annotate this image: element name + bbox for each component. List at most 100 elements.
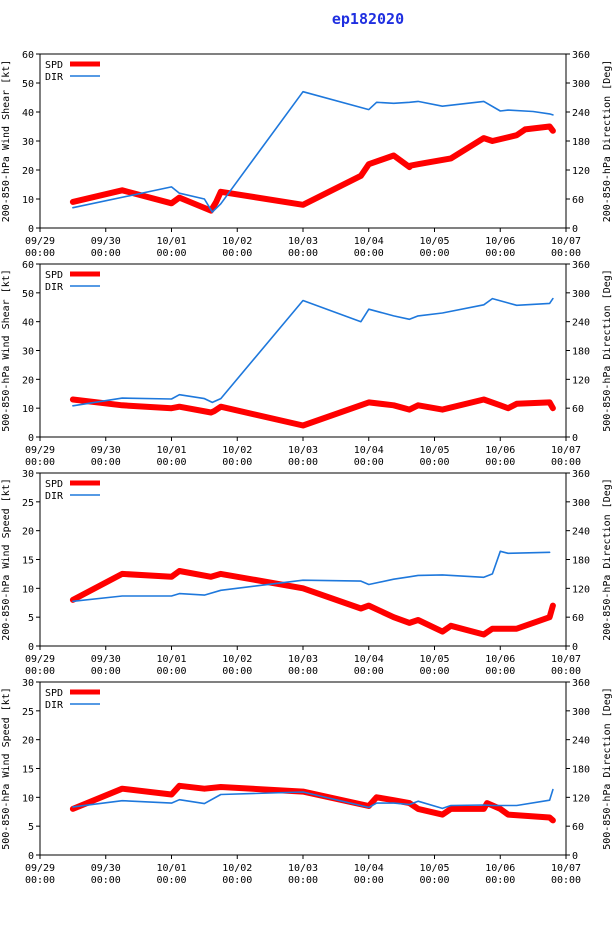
x-tick-date: 10/07 [551,236,581,247]
x-tick-date: 09/29 [25,863,55,874]
dir-series-line [72,90,554,213]
right-tick-label: 60 [572,822,584,833]
x-tick-time: 00:00 [551,875,581,886]
left-tick-label: 60 [22,260,34,271]
spd-series-line [69,782,556,824]
left-tick-label: 0 [28,642,34,653]
x-tick-time: 00:00 [419,875,449,886]
x-tick-date: 09/29 [25,236,55,247]
left-tick-label: 20 [22,166,34,177]
x-tick-time: 00:00 [222,666,252,677]
x-tick-time: 00:00 [91,666,121,677]
x-tick-time: 00:00 [222,248,252,259]
right-tick-label: 0 [572,433,578,444]
chart-panels: 010203040506006012018024030036009/2900:0… [1,50,613,886]
x-tick-time: 00:00 [419,666,449,677]
x-tick-time: 00:00 [288,666,318,677]
left-tick-label: 25 [22,498,34,509]
x-tick-time: 00:00 [91,248,121,259]
left-tick-label: 30 [22,347,34,358]
x-tick-date: 10/01 [156,236,186,247]
right-tick-label: 240 [572,108,590,119]
left-tick-label: 30 [22,469,34,480]
legend-label-spd: SPD [45,270,63,281]
left-tick-label: 30 [22,678,34,689]
x-tick-time: 00:00 [25,666,55,677]
x-tick-time: 00:00 [91,875,121,886]
x-tick-time: 00:00 [354,875,384,886]
x-tick-date: 10/07 [551,445,581,456]
x-tick-time: 00:00 [156,248,186,259]
left-tick-label: 50 [22,289,34,300]
x-tick-date: 10/03 [288,654,318,665]
left-tick-label: 15 [22,765,34,776]
dir-series-line [72,297,554,407]
chart-panel-4: 05101520253006012018024030036009/2900:00… [1,678,613,886]
x-tick-date: 10/01 [156,863,186,874]
left-tick-label: 15 [22,556,34,567]
x-tick-time: 00:00 [25,457,55,468]
legend-label-dir: DIR [45,700,64,711]
x-tick-time: 00:00 [419,248,449,259]
x-tick-time: 00:00 [91,457,121,468]
right-tick-label: 300 [572,79,590,90]
left-tick-label: 60 [22,50,34,61]
legend-label-dir: DIR [45,282,64,293]
left-tick-label: 0 [28,224,34,235]
x-tick-time: 00:00 [551,248,581,259]
right-tick-label: 120 [572,793,590,804]
y-axis-label-right: 500-850-hPa Direction [Deg] [602,269,613,432]
chart-panel-2: 010203040506006012018024030036009/2900:0… [1,260,613,468]
left-tick-label: 0 [28,851,34,862]
right-tick-label: 60 [572,613,584,624]
right-tick-label: 300 [572,707,590,718]
x-tick-date: 10/07 [551,863,581,874]
x-tick-time: 00:00 [222,457,252,468]
right-tick-label: 360 [572,260,590,271]
x-tick-time: 00:00 [485,248,515,259]
x-tick-time: 00:00 [419,457,449,468]
x-tick-date: 10/05 [419,863,449,874]
x-tick-date: 10/04 [354,445,384,456]
y-axis-label-left: 500-850-hPa Wind Speed [kt] [1,687,12,850]
left-tick-label: 0 [28,433,34,444]
x-tick-time: 00:00 [354,457,384,468]
plot-frame [39,472,567,647]
right-tick-label: 120 [572,584,590,595]
right-tick-label: 180 [572,347,590,358]
y-axis-label-right: 200-850-hPa Direction [Deg] [602,478,613,641]
legend-label-spd: SPD [45,479,63,490]
left-tick-label: 40 [22,108,34,119]
right-tick-label: 180 [572,556,590,567]
left-tick-label: 10 [22,195,34,206]
x-tick-date: 10/04 [354,236,384,247]
y-axis-label-right: 200-850-hPa Direction [Deg] [602,60,613,223]
right-tick-label: 120 [572,166,590,177]
x-tick-date: 10/02 [222,445,252,456]
spd-series-line [69,396,556,429]
x-tick-time: 00:00 [485,457,515,468]
x-tick-date: 10/02 [222,863,252,874]
left-tick-label: 20 [22,527,34,538]
x-tick-date: 10/03 [288,863,318,874]
right-tick-label: 300 [572,289,590,300]
x-tick-date: 09/29 [25,445,55,456]
x-tick-date: 09/30 [91,445,121,456]
right-tick-label: 120 [572,375,590,386]
right-tick-label: 360 [572,678,590,689]
right-tick-label: 300 [572,498,590,509]
x-tick-date: 09/30 [91,654,121,665]
left-tick-label: 20 [22,736,34,747]
plot-frame [39,681,567,856]
x-tick-date: 10/02 [222,654,252,665]
x-tick-time: 00:00 [551,457,581,468]
x-tick-time: 00:00 [354,248,384,259]
x-tick-date: 10/04 [354,654,384,665]
x-tick-time: 00:00 [25,248,55,259]
left-tick-label: 25 [22,707,34,718]
left-tick-label: 5 [28,613,34,624]
dir-series-line [72,788,554,810]
x-tick-time: 00:00 [485,666,515,677]
right-tick-label: 180 [572,765,590,776]
